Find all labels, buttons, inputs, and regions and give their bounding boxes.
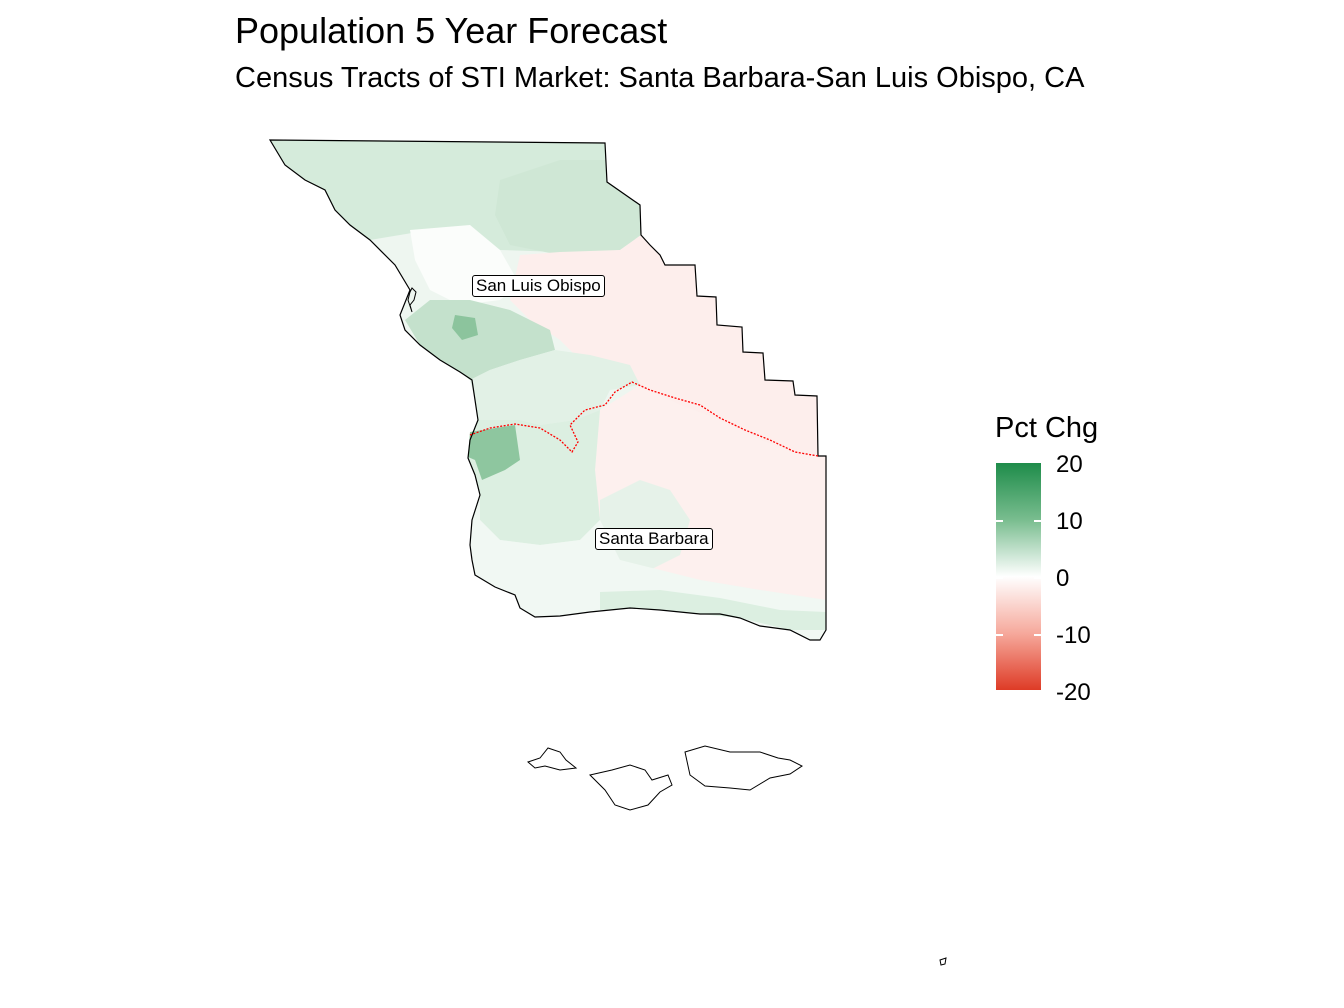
sb-coast-green-strip bbox=[600, 590, 826, 630]
legend-tick-mark bbox=[1034, 577, 1041, 579]
legend-tick-label: 20 bbox=[1056, 451, 1083, 478]
legend-tick-label: -10 bbox=[1056, 622, 1091, 649]
island-santa-barbara bbox=[939, 957, 947, 966]
legend-tick-label: 10 bbox=[1056, 508, 1083, 535]
island-santa-rosa bbox=[589, 764, 673, 811]
slo-coastal-tracts bbox=[405, 300, 555, 380]
legend-tick-label: 0 bbox=[1056, 565, 1070, 592]
legend-tick-label: -20 bbox=[1056, 679, 1091, 706]
legend-colorbar bbox=[996, 463, 1041, 690]
mainland-outline bbox=[268, 139, 827, 641]
legend-tick-mark bbox=[996, 520, 1003, 522]
island-santa-cruz bbox=[684, 745, 803, 791]
island-san-miguel bbox=[527, 747, 578, 771]
chart-subtitle: Census Tracts of STI Market: Santa Barba… bbox=[235, 62, 1085, 94]
chart-title: Population 5 Year Forecast bbox=[235, 10, 668, 51]
slo-northeast-tract bbox=[495, 160, 641, 255]
legend-tick-mark bbox=[1034, 520, 1041, 522]
sb-santa-maria-tract bbox=[468, 425, 520, 480]
slo-city-tract bbox=[452, 315, 478, 340]
morro-bay-outline bbox=[407, 287, 417, 313]
legend-title: Pct Chg bbox=[995, 412, 1099, 444]
county-boundary-line bbox=[469, 381, 819, 457]
legend-tick-mark bbox=[996, 577, 1003, 579]
label-santa-barbara: Santa Barbara bbox=[595, 528, 713, 550]
label-san-luis-obispo: San Luis Obispo bbox=[472, 275, 605, 297]
legend-tick-mark bbox=[1034, 634, 1041, 636]
legend-tick-mark bbox=[996, 634, 1003, 636]
